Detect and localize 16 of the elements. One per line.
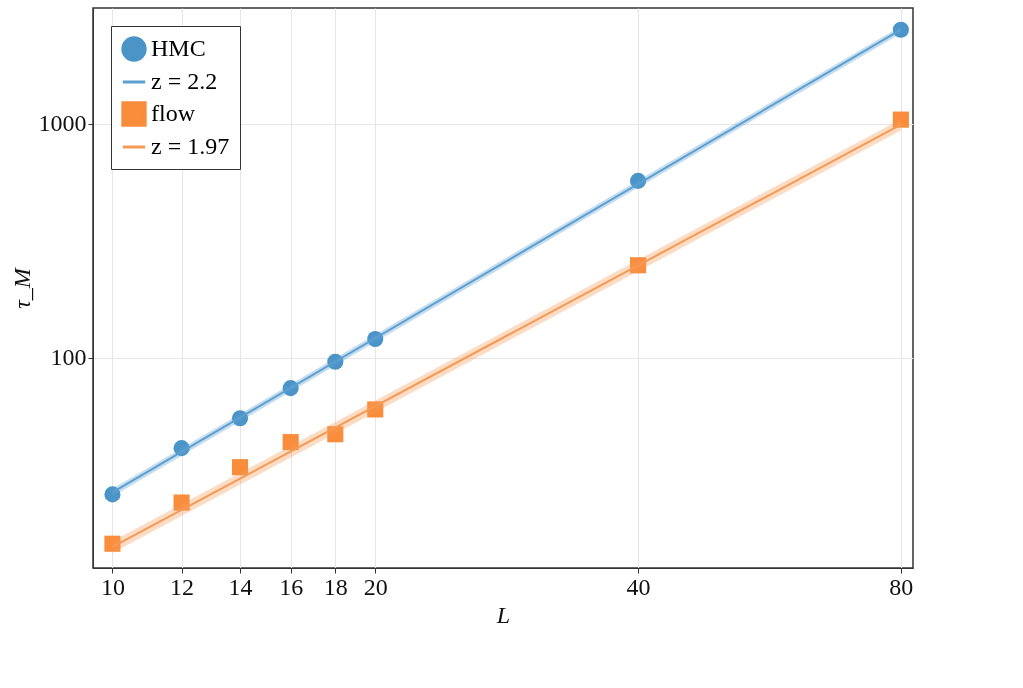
x-tick-label: 16	[279, 573, 304, 600]
x-tick-label: 80	[889, 573, 914, 600]
x-tick-label: 18	[323, 573, 348, 600]
y-axis-title: τ_M	[8, 266, 35, 309]
x-tick-label: 14	[228, 573, 253, 600]
x-tick-label: 20	[363, 573, 388, 600]
legend-label: z = 2.2	[151, 68, 218, 94]
x-tick-label: 40	[626, 573, 651, 600]
x-axis-title: L	[495, 601, 511, 628]
legend-label: z = 1.97	[151, 133, 230, 159]
x-tick-label: 10	[100, 573, 125, 600]
legend-label: flow	[151, 100, 196, 126]
y-tick-label: 1000	[38, 110, 87, 137]
x-tick-label: 12	[170, 573, 195, 600]
y-tick-label: 100	[50, 344, 87, 371]
legend-label: HMC	[151, 35, 206, 61]
